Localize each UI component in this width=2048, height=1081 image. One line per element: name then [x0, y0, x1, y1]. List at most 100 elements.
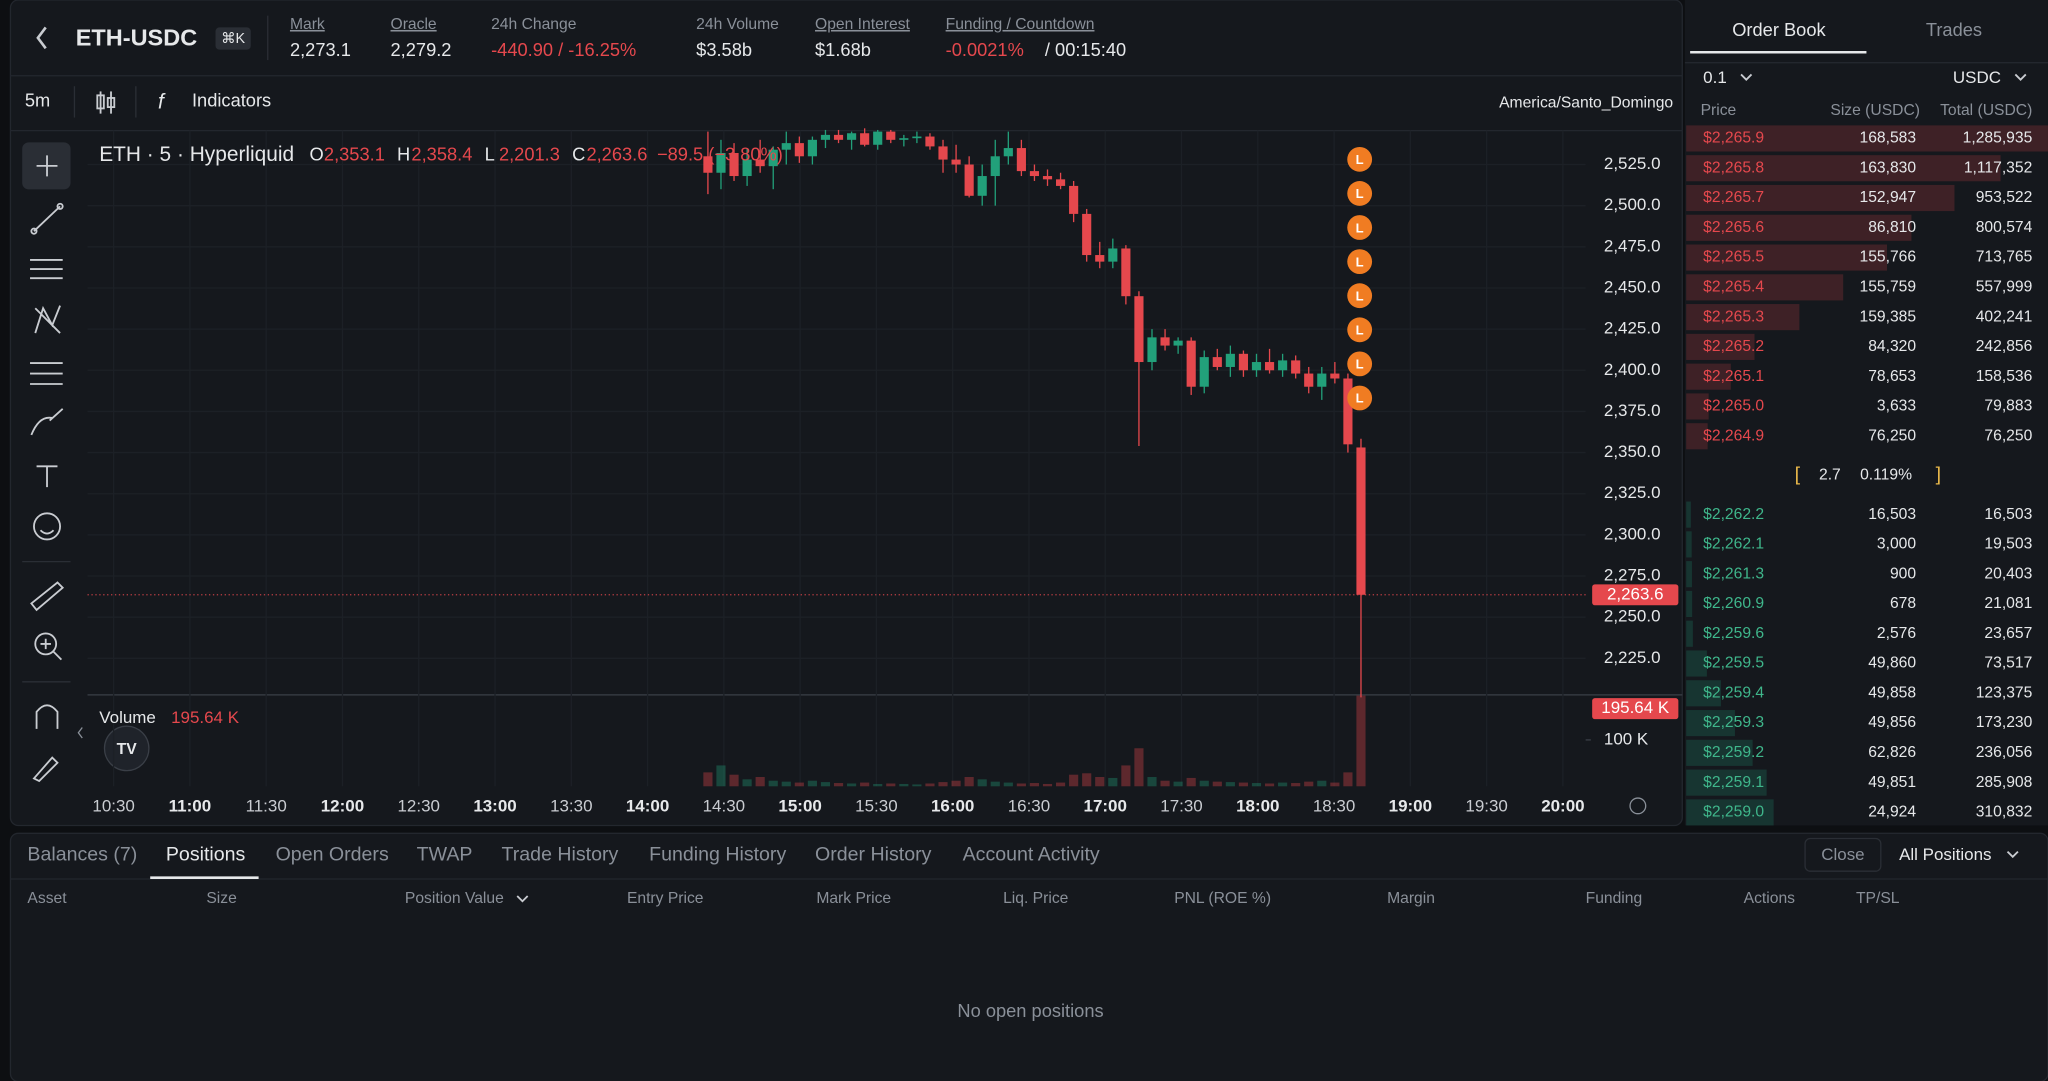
stat-value: $3.58b: [696, 39, 752, 60]
tab[interactable]: Trade History: [502, 844, 619, 866]
size: 49,858: [1868, 684, 1916, 701]
size: 168,583: [1859, 130, 1916, 147]
currency[interactable]: USDC: [1953, 68, 2001, 87]
candle-body: [938, 146, 948, 160]
candle-body: [1108, 248, 1118, 262]
tab[interactable]: Funding History: [649, 844, 786, 866]
volume-bar: [1199, 780, 1209, 787]
liquidation-marker[interactable]: [1347, 215, 1373, 240]
tab[interactable]: Trades: [1926, 19, 1982, 40]
stat-value: 2,279.2: [391, 39, 452, 60]
candle-style-icon[interactable]: [96, 91, 116, 114]
column-header: Liq. Price: [1003, 890, 1069, 907]
size: 155,766: [1859, 249, 1916, 266]
column-header: Asset: [27, 890, 67, 907]
close-label[interactable]: Close: [1821, 845, 1864, 864]
size: 62,826: [1868, 744, 1916, 761]
stat-value: $1.68b: [815, 39, 871, 60]
volume-bar: [1304, 781, 1314, 787]
volume-bar: [1095, 777, 1105, 787]
tab[interactable]: TWAP: [417, 844, 473, 866]
volume-bar: [912, 784, 922, 787]
collapse-arrow[interactable]: [77, 727, 83, 739]
tab[interactable]: Positions: [166, 844, 246, 866]
tab[interactable]: Open Orders: [276, 844, 389, 866]
volume-bar: [873, 783, 883, 787]
depth-bar: [1686, 393, 1709, 420]
x-tick-label: 17:00: [1084, 797, 1127, 816]
volume-last-label: 195.64 K: [1601, 698, 1670, 717]
liquidation-marker[interactable]: [1347, 146, 1373, 172]
y-tick-label: 2,450.0: [1604, 277, 1661, 296]
candle-body: [1134, 296, 1144, 363]
interval[interactable]: 5m: [25, 90, 50, 111]
size: 2,576: [1877, 625, 1916, 642]
column-header: Funding: [1586, 890, 1643, 907]
size: 3,633: [1877, 398, 1916, 415]
volume-bar: [1212, 781, 1222, 787]
total: 23,657: [1984, 625, 2032, 642]
indicators[interactable]: Indicators: [192, 90, 271, 111]
stat-label: 24h Volume: [696, 16, 779, 33]
ohlc-key: O: [310, 143, 324, 164]
tab[interactable]: Account Activity: [963, 844, 1100, 866]
ohlc-key: H: [397, 143, 410, 164]
total: 1,117,352: [1964, 159, 2033, 176]
ohlc-value: 2,358.4: [411, 143, 472, 164]
volume-bar: [1016, 783, 1026, 787]
tab[interactable]: Balances (7): [27, 844, 137, 866]
liquidation-marker[interactable]: [1347, 249, 1373, 275]
tv-logo[interactable]: [103, 725, 150, 772]
close-button[interactable]: [1804, 837, 1882, 872]
column-header: Position Value: [405, 890, 504, 907]
size: 49,860: [1868, 655, 1916, 672]
stat-value: 2,273.1: [290, 39, 351, 60]
liquidation-marker[interactable]: [1347, 385, 1373, 411]
x-tick-label: 19:00: [1389, 797, 1432, 816]
price: $2,259.3: [1703, 714, 1764, 731]
candle-body: [1055, 179, 1066, 186]
volume-bar: [768, 780, 778, 787]
back-button[interactable]: [36, 26, 47, 50]
price: $2,259.4: [1703, 684, 1764, 701]
volume-bar: [1069, 774, 1079, 787]
size: 3,000: [1877, 536, 1916, 553]
candle-body: [807, 139, 817, 157]
settings-icon[interactable]: [1629, 797, 1647, 815]
volume-bar: [1134, 748, 1144, 787]
tab[interactable]: Order Book: [1732, 19, 1826, 40]
size: 155,759: [1859, 278, 1916, 295]
candle-body: [1095, 255, 1105, 262]
candle-body: [1147, 337, 1157, 363]
column-header: Actions: [1744, 890, 1796, 907]
liquidation-marker[interactable]: [1347, 181, 1373, 206]
volume-bar: [716, 765, 726, 787]
tab[interactable]: Order History: [815, 844, 932, 866]
total: 557,999: [1976, 278, 2033, 295]
spread-bracket: ]: [1936, 464, 1941, 486]
drawing-tools[interactable]: [30, 155, 65, 783]
price: $2,265.9: [1703, 130, 1764, 147]
liquidation-marker[interactable]: [1347, 317, 1373, 343]
timezone: America/Santo_Domingo: [1499, 94, 1673, 111]
price: $2,260.9: [1703, 595, 1764, 612]
liquidation-marker[interactable]: [1347, 351, 1373, 377]
x-tick-label: 11:30: [246, 797, 287, 816]
candle-body: [1082, 213, 1092, 256]
candle-body: [729, 152, 739, 177]
total: 21,081: [1984, 595, 2032, 612]
filter[interactable]: All Positions: [1899, 845, 1991, 864]
tick-size[interactable]: 0.1: [1703, 68, 1727, 87]
stat-label: Oracle: [391, 16, 437, 33]
column-header: Price: [1701, 102, 1737, 119]
fx-icon[interactable]: f: [158, 91, 166, 114]
depth-bar: [1686, 680, 1721, 707]
volume-bar: [1082, 773, 1092, 787]
ohlc-key: C: [572, 143, 585, 164]
spread-bracket: [: [1795, 464, 1801, 486]
liquidation-marker[interactable]: [1347, 283, 1373, 309]
ohlc-change: −89.5 (−3.80%): [657, 143, 783, 164]
total: 285,908: [1976, 774, 2033, 791]
price: $2,259.2: [1703, 744, 1764, 761]
